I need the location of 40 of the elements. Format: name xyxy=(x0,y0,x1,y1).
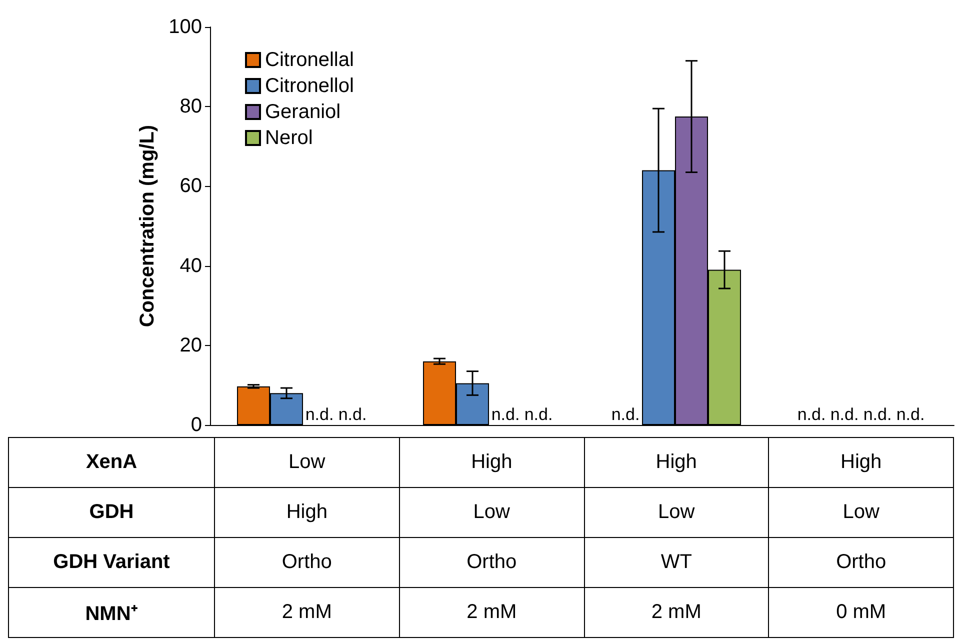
text: 0 mM xyxy=(768,588,954,638)
text: High xyxy=(584,438,769,488)
text: n.d. xyxy=(863,405,892,424)
legend-label: Citronellol xyxy=(265,75,354,97)
y-tick-label: 0 xyxy=(190,414,202,436)
text: Ortho xyxy=(399,538,584,588)
text: Low xyxy=(399,488,584,538)
text: High xyxy=(399,438,584,488)
text: n.d. xyxy=(491,405,520,424)
text: Ortho xyxy=(768,538,954,588)
text: 2 mM xyxy=(584,588,769,638)
text: n.d. xyxy=(305,405,334,424)
text: High xyxy=(768,438,954,488)
text: n.d. xyxy=(896,405,925,424)
text: n.d. xyxy=(797,405,826,424)
text: GDH Variant xyxy=(8,538,214,588)
text: Low xyxy=(768,488,954,538)
text: NMN⁺ xyxy=(8,588,214,638)
y-axis-title: Concentration (mg/L) xyxy=(136,124,159,328)
y-tick-label: 20 xyxy=(180,334,202,356)
y-tick-label: 60 xyxy=(180,175,202,198)
text: Ortho xyxy=(214,538,400,588)
text: 2 mM xyxy=(214,588,400,638)
y-tick-label: 40 xyxy=(180,254,202,277)
text: n.d. xyxy=(338,405,367,424)
text: n.d. xyxy=(611,405,640,424)
legend-label: Citronellal xyxy=(265,49,354,71)
text: n.d. xyxy=(524,405,553,424)
text: GDH xyxy=(8,488,214,538)
y-tick-label: 100 xyxy=(168,16,202,38)
text: n.d. xyxy=(830,405,859,424)
legend-label: Nerol xyxy=(265,127,313,149)
text: XenA xyxy=(8,438,214,488)
text: WT xyxy=(584,538,769,588)
text: 2 mM xyxy=(399,588,584,638)
legend-label: Geraniol xyxy=(265,101,341,123)
y-tick-label: 80 xyxy=(180,96,202,118)
text: Low xyxy=(214,438,400,488)
text: Low xyxy=(584,488,769,538)
text: High xyxy=(214,488,400,538)
